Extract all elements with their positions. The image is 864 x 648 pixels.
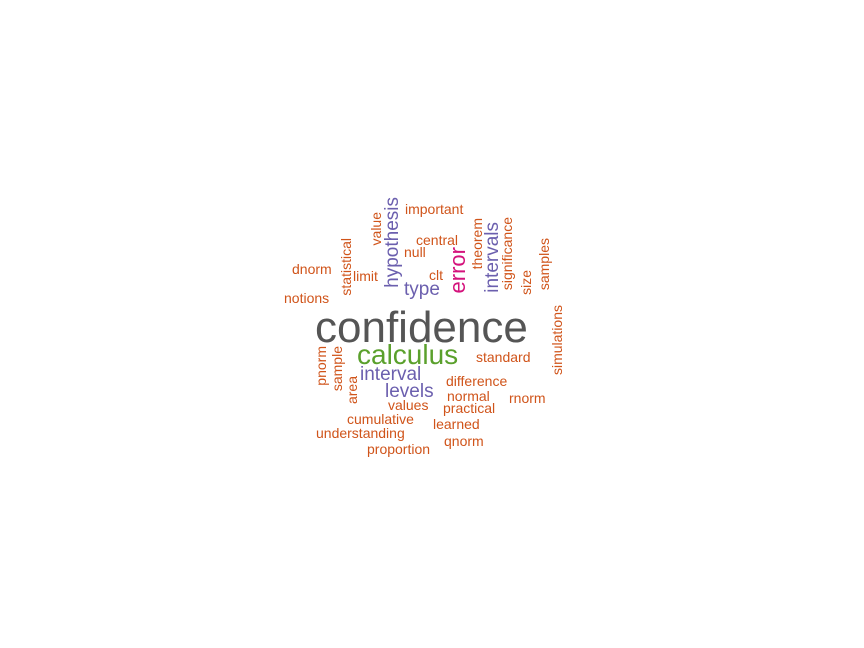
word-practical: practical	[443, 400, 496, 416]
word-difference: difference	[446, 373, 508, 389]
word-clt: clt	[429, 267, 443, 283]
word-limit: limit	[353, 268, 378, 284]
word-significance: significance	[499, 217, 515, 291]
word-samples: samples	[536, 238, 552, 291]
word-simulations: simulations	[549, 305, 565, 376]
word-rnorm: rnorm	[509, 390, 546, 406]
word-dnorm: dnorm	[292, 261, 332, 277]
word-type: type	[404, 279, 440, 300]
word-central: central	[416, 232, 459, 248]
word-pnorm: pnorm	[313, 346, 329, 386]
word-area: area	[344, 376, 360, 405]
word-important: important	[405, 201, 464, 217]
word-understanding: understanding	[316, 425, 405, 441]
word-sample: sample	[329, 346, 345, 392]
word-standard: standard	[476, 349, 531, 365]
word-calculus: calculus	[357, 339, 459, 370]
word-values: values	[388, 397, 429, 413]
word-levels: levels	[385, 381, 434, 402]
word-interval: interval	[360, 364, 422, 385]
word-normal: normal	[447, 388, 490, 404]
word-error: error	[445, 247, 470, 294]
word-confidence: confidence	[315, 303, 528, 352]
word-cumulative: cumulative	[347, 411, 414, 427]
word-learned: learned	[433, 416, 480, 432]
word-statistical: statistical	[338, 238, 354, 296]
word-null: null	[404, 244, 426, 260]
word-hypothesis: hypothesis	[382, 197, 403, 288]
word-value: value	[368, 212, 384, 246]
word-notions: notions	[284, 290, 330, 306]
word-qnorm: qnorm	[444, 433, 484, 449]
word-proportion: proportion	[367, 441, 431, 457]
word-size: size	[518, 270, 534, 295]
word-theorem: theorem	[469, 218, 485, 270]
